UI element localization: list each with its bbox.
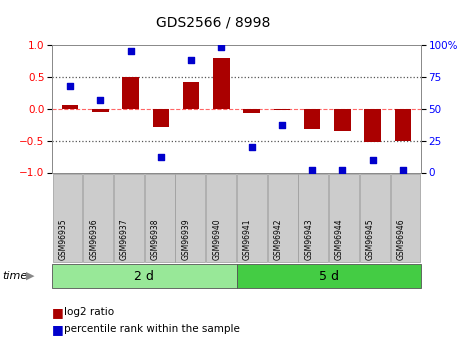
Point: [399, 167, 407, 173]
Text: GSM96946: GSM96946: [396, 219, 406, 260]
Bar: [334, 109, 350, 131]
Point: [187, 57, 195, 63]
Point: [339, 167, 346, 173]
Point: [369, 157, 377, 162]
Bar: [213, 58, 230, 109]
Bar: [62, 106, 79, 109]
Bar: [183, 82, 200, 109]
Point: [278, 122, 286, 128]
Point: [127, 49, 134, 54]
Text: 2 d: 2 d: [134, 269, 154, 283]
Text: GSM96938: GSM96938: [150, 219, 159, 260]
Text: log2 ratio: log2 ratio: [64, 307, 114, 317]
Point: [157, 155, 165, 160]
Text: GSM96943: GSM96943: [304, 219, 313, 260]
Point: [218, 45, 225, 50]
Text: GSM96936: GSM96936: [89, 219, 98, 260]
Text: time: time: [2, 271, 27, 281]
Text: GSM96937: GSM96937: [120, 219, 129, 260]
Text: ■: ■: [52, 323, 64, 336]
Bar: [123, 77, 139, 109]
Text: GSM96945: GSM96945: [366, 219, 375, 260]
Text: GSM96942: GSM96942: [273, 219, 283, 260]
Bar: [394, 109, 411, 141]
Bar: [153, 109, 169, 127]
Point: [248, 144, 255, 150]
Text: ■: ■: [52, 306, 64, 319]
Text: GDS2566 / 8998: GDS2566 / 8998: [156, 16, 270, 30]
Text: GSM96939: GSM96939: [181, 219, 190, 260]
Point: [96, 97, 104, 102]
Bar: [304, 109, 320, 129]
Text: GSM96944: GSM96944: [335, 219, 344, 260]
Text: 5 d: 5 d: [319, 269, 339, 283]
Text: percentile rank within the sample: percentile rank within the sample: [64, 325, 240, 334]
Bar: [243, 109, 260, 113]
Bar: [92, 109, 109, 112]
Bar: [273, 109, 290, 110]
Point: [308, 167, 316, 173]
Text: ▶: ▶: [26, 271, 35, 281]
Text: GSM96940: GSM96940: [212, 219, 221, 260]
Bar: [364, 109, 381, 142]
Text: GSM96935: GSM96935: [58, 219, 68, 260]
Text: GSM96941: GSM96941: [243, 219, 252, 260]
Point: [66, 83, 74, 88]
